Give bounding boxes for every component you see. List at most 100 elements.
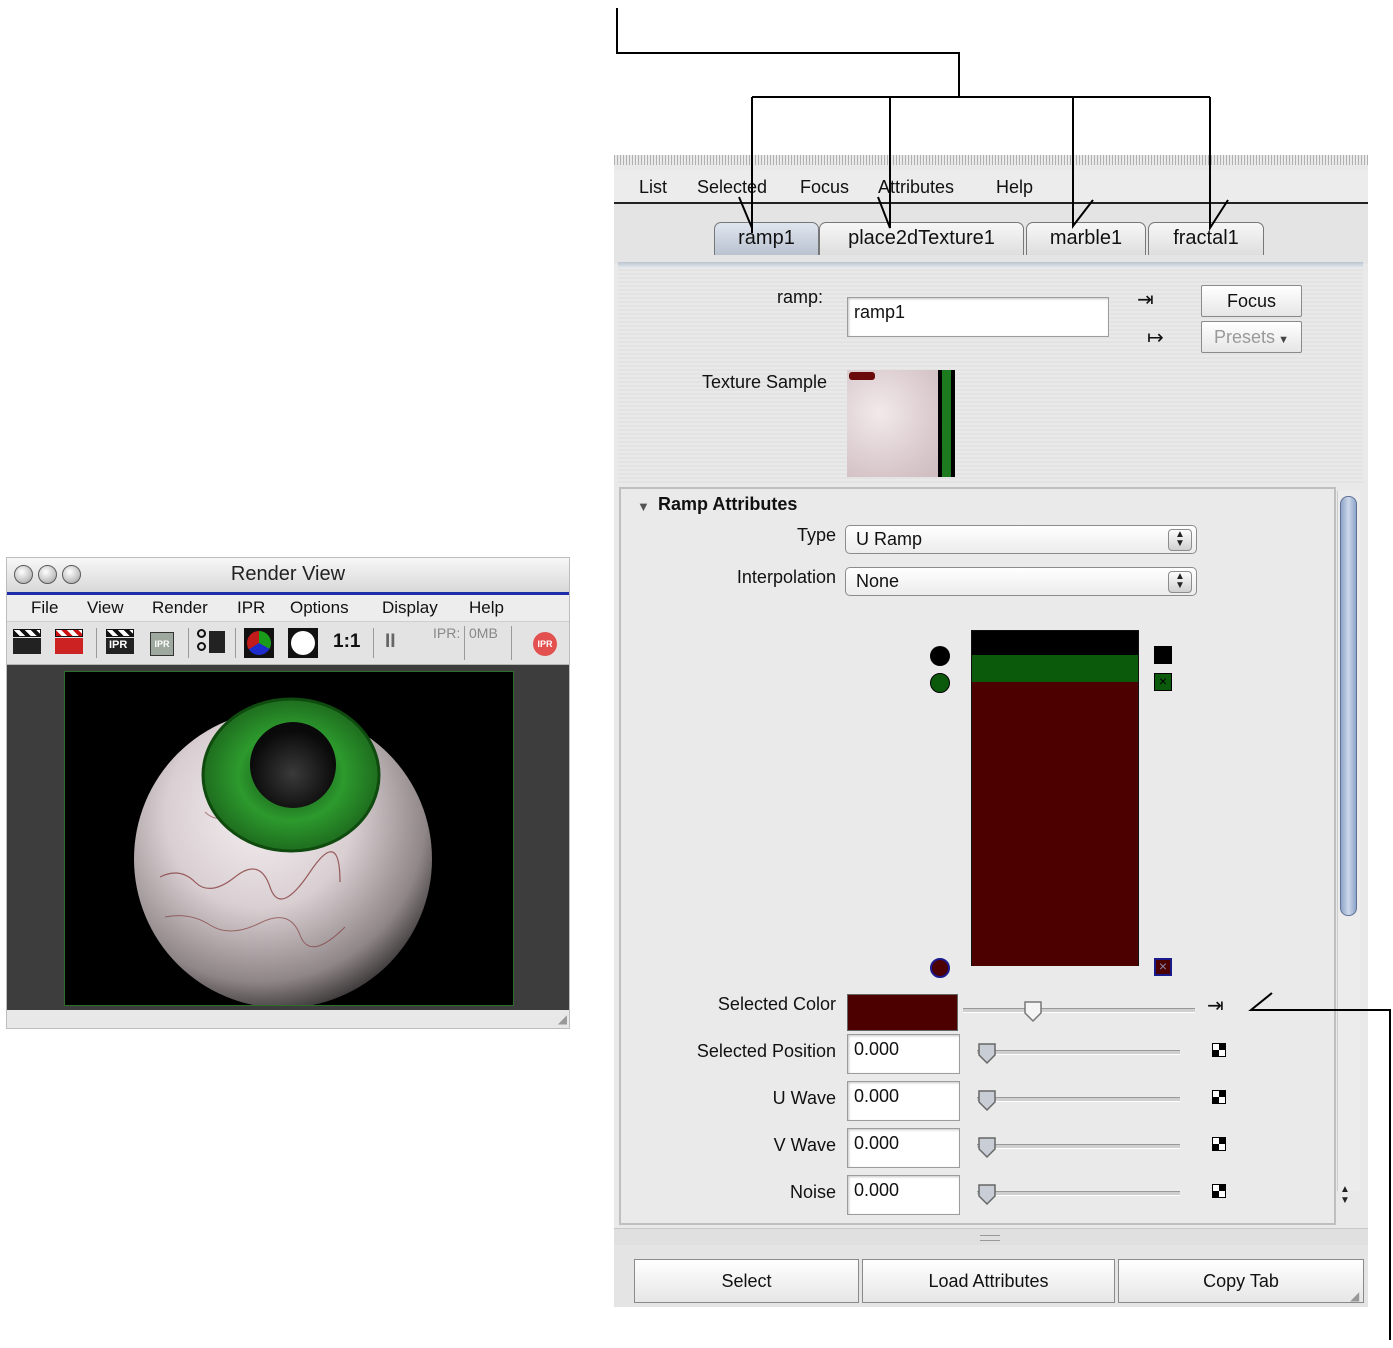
load-attributes-button[interactable]: Load Attributes xyxy=(862,1259,1115,1303)
select-button[interactable]: Select xyxy=(634,1259,859,1303)
updown-arrows-icon: ▲ ▼ xyxy=(1168,571,1192,593)
ramp-band-black xyxy=(972,631,1138,655)
color-entry-handle[interactable] xyxy=(930,673,950,693)
field-label: Noise xyxy=(789,1182,836,1202)
collapse-triangle-icon[interactable]: ▼ xyxy=(637,499,650,514)
render-frame-icon[interactable] xyxy=(13,629,43,657)
selected-color-swatch[interactable] xyxy=(847,994,958,1031)
menu-list[interactable]: List xyxy=(639,177,668,197)
close-window-button[interactable] xyxy=(14,565,33,584)
focus-button[interactable]: Focus xyxy=(1201,285,1302,317)
attribute-editor-menubar: List Selected Focus Attributes Help xyxy=(614,170,1368,204)
render-view-titlebar: Render View xyxy=(7,558,569,593)
ramp-gradient[interactable] xyxy=(971,630,1139,966)
interpolation-value: None xyxy=(856,571,900,591)
input-connection-icon[interactable]: ⇥ xyxy=(1137,289,1154,311)
delete-entry-icon[interactable] xyxy=(1154,646,1172,664)
texture-sample-label: Texture Sample xyxy=(701,372,827,392)
slider-thumb[interactable] xyxy=(977,1042,997,1066)
menu-ipr[interactable]: IPR xyxy=(237,598,266,617)
menu-help[interactable]: Help xyxy=(996,177,1034,197)
tab-marble1[interactable]: marble1 xyxy=(1026,222,1146,255)
scrollbar-thumb[interactable] xyxy=(1340,496,1357,916)
vertical-scrollbar[interactable]: ▲ ▼ xyxy=(1337,491,1360,1221)
menu-selected[interactable]: Selected xyxy=(697,177,768,197)
delete-entry-icon[interactable]: × xyxy=(1154,958,1172,976)
menu-help[interactable]: Help xyxy=(469,598,504,617)
output-connection-icon[interactable]: ↦ xyxy=(1147,327,1164,349)
node-name-field[interactable]: ramp1 xyxy=(847,297,1109,337)
ipr-memory-label: IPR: xyxy=(433,625,461,641)
presets-button[interactable]: Presets ▼ xyxy=(1201,321,1302,353)
ramp-band-green xyxy=(972,655,1138,682)
v-wave-field[interactable]: 0.000 xyxy=(847,1128,960,1168)
menu-render[interactable]: Render xyxy=(152,598,208,617)
ratio-button[interactable]: 1:1 xyxy=(333,631,361,652)
pause-ipr-button[interactable]: II xyxy=(385,631,396,652)
selected-color-slider[interactable] xyxy=(963,1008,1195,1013)
map-button-icon[interactable] xyxy=(1212,1043,1226,1057)
color-entry-handle-selected[interactable] xyxy=(930,958,950,978)
map-button-icon[interactable] xyxy=(1212,1137,1226,1151)
toolbar-separator xyxy=(235,628,236,658)
map-texture-icon[interactable]: ⇥ xyxy=(1207,995,1224,1017)
selected-color-label: Selected Color xyxy=(717,994,836,1014)
v-wave-slider[interactable] xyxy=(977,1144,1180,1149)
slider-thumb[interactable] xyxy=(977,1183,997,1207)
map-button-icon[interactable] xyxy=(1212,1090,1226,1104)
display-alpha-icon[interactable] xyxy=(288,628,318,658)
menu-file[interactable]: File xyxy=(31,598,59,617)
tab-underline xyxy=(618,262,1363,268)
noise-slider[interactable] xyxy=(977,1191,1180,1196)
panel-drag-handle[interactable] xyxy=(614,155,1368,165)
menu-view[interactable]: View xyxy=(87,598,124,617)
delete-entry-icon[interactable]: × xyxy=(1154,673,1172,691)
menu-focus[interactable]: Focus xyxy=(800,177,850,197)
field-label: U Wave xyxy=(772,1088,836,1108)
toolbar-separator xyxy=(373,628,374,658)
attribute-editor-panel: List Selected Focus Attributes Help ramp… xyxy=(614,155,1368,1307)
refresh-ipr-icon[interactable]: IPR xyxy=(150,629,180,657)
display-rgb-icon[interactable] xyxy=(244,628,274,658)
scroll-arrows-icon[interactable]: ▲ ▼ xyxy=(1340,1184,1350,1206)
noise-field[interactable]: 0.000 xyxy=(847,1175,960,1215)
map-button-icon[interactable] xyxy=(1212,1184,1226,1198)
slider-thumb[interactable] xyxy=(977,1089,997,1113)
menu-options[interactable]: Options xyxy=(290,598,349,617)
slider-thumb[interactable] xyxy=(977,1136,997,1160)
toolbar-separator xyxy=(511,626,512,660)
slider-thumb[interactable] xyxy=(1023,1000,1043,1024)
menu-display[interactable]: Display xyxy=(382,598,438,617)
interpolation-dropdown[interactable]: None ▲ ▼ xyxy=(845,567,1197,596)
render-view-menubar: File View Render IPR Options Display Hel… xyxy=(7,595,569,622)
zoom-window-button[interactable] xyxy=(62,565,81,584)
redo-previous-render-icon[interactable] xyxy=(55,629,85,657)
panel-splitter[interactable] xyxy=(614,1228,1368,1245)
menu-attributes[interactable]: Attributes xyxy=(878,177,955,197)
resize-grip-icon[interactable]: ◢ xyxy=(557,1012,567,1026)
type-dropdown[interactable]: U Ramp ▲ ▼ xyxy=(845,525,1197,554)
node-type-label: ramp: xyxy=(776,287,823,307)
rendered-image xyxy=(64,671,514,1008)
minimize-window-button[interactable] xyxy=(38,565,57,584)
resize-grip-icon[interactable]: ◢ xyxy=(1350,1289,1360,1303)
ipr-render-icon[interactable]: IPR xyxy=(106,629,136,657)
ramp-band-red xyxy=(972,682,1138,966)
selected-position-slider[interactable] xyxy=(977,1050,1180,1055)
attribute-editor-buttonbar: Select Load Attributes Copy Tab ◢ xyxy=(614,1245,1368,1307)
render-view-toolbar: IPR IPR 1:1 II IPR: 0MB xyxy=(7,622,569,665)
tab-ramp1[interactable]: ramp1 xyxy=(714,222,819,255)
copy-tab-button[interactable]: Copy Tab xyxy=(1118,1259,1364,1303)
field-label: Selected Position xyxy=(696,1041,836,1061)
tab-fractal1[interactable]: fractal1 xyxy=(1148,222,1264,255)
color-entry-handle[interactable] xyxy=(930,646,950,666)
tab-place2dtexture1[interactable]: place2dTexture1 xyxy=(819,222,1024,255)
u-wave-field[interactable]: 0.000 xyxy=(847,1081,960,1121)
selected-position-field[interactable]: 0.000 xyxy=(847,1034,960,1074)
render-region-icon[interactable] xyxy=(197,629,227,657)
u-wave-slider[interactable] xyxy=(977,1097,1180,1102)
ipr-stop-icon[interactable]: IPR xyxy=(533,632,557,656)
node-tabs: ramp1 place2dTexture1 marble1 fractal1 xyxy=(614,204,1368,264)
render-viewport xyxy=(7,665,569,1010)
presets-label: Presets xyxy=(1214,327,1276,347)
